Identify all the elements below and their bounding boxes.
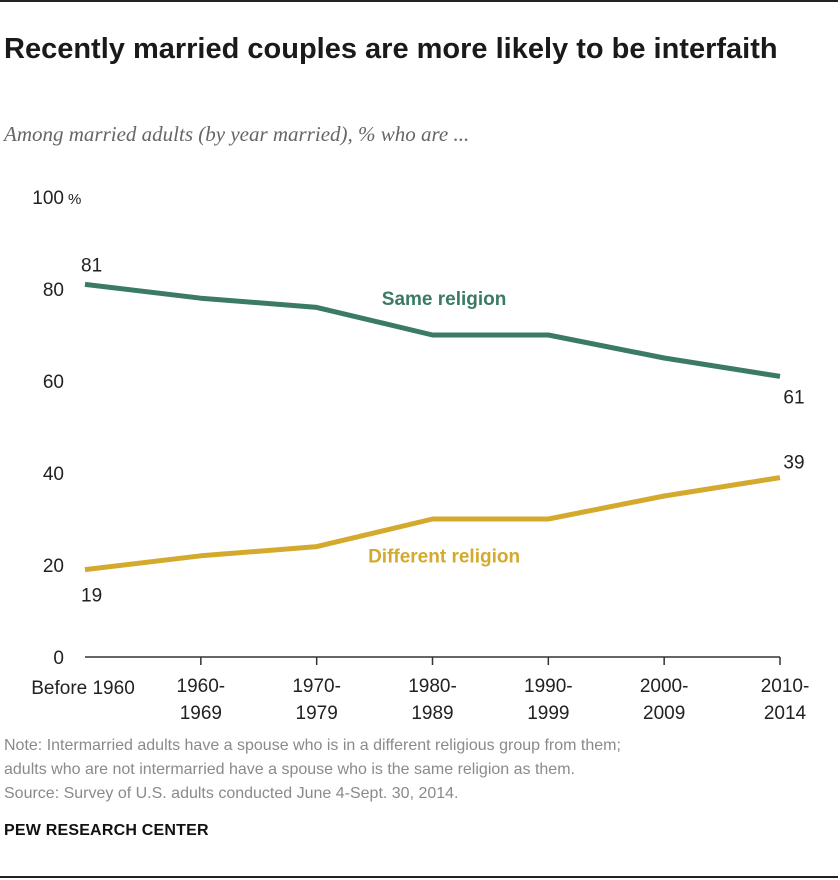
x-tick-label: 1990-1999 xyxy=(524,676,573,724)
brand-name: PEW RESEARCH CENTER xyxy=(4,822,209,839)
x-tick-label: Before 1960 xyxy=(31,678,135,699)
chart-title: Recently married couples are more likely… xyxy=(4,33,778,65)
different-religion-label: Different religion xyxy=(368,547,520,568)
data-label: 19 xyxy=(81,586,102,607)
same-religion-label: Same religion xyxy=(382,289,507,310)
chart-note: Note: Intermarried adults have a spouse … xyxy=(4,734,824,806)
bottom-rule xyxy=(0,876,838,878)
y-axis: 0 20 40 60 80 100% xyxy=(32,188,81,669)
source-line: Source: Survey of U.S. adults conducted … xyxy=(4,785,459,802)
y-tick-label: 60 xyxy=(43,372,64,393)
y-tick-label: 0 xyxy=(53,648,64,669)
x-tick-label: 2000-2009 xyxy=(640,676,689,724)
note-line-1: Note: Intermarried adults have a spouse … xyxy=(4,737,621,754)
x-tick-label: 1970-1979 xyxy=(292,676,341,724)
x-tick-label: 1980-1989 xyxy=(408,676,457,724)
different-religion-line xyxy=(84,475,781,573)
x-tick-label: 2010-2014 xyxy=(761,676,810,724)
data-labels: 81 61 19 39 xyxy=(81,255,805,606)
x-axis-ticks: Before 1960 1960-1969 1970-1979 1980-1989 19… xyxy=(31,657,809,724)
data-label: 81 xyxy=(81,255,102,276)
x-tick-label: 1960-1969 xyxy=(177,676,226,724)
series-lines xyxy=(84,281,781,573)
same-religion-line xyxy=(84,281,781,379)
y-tick-label: 40 xyxy=(43,464,64,485)
series-labels: Same religion Different religion xyxy=(368,289,520,568)
data-label: 61 xyxy=(783,387,804,408)
y-unit-label: % xyxy=(68,191,81,208)
top-rule xyxy=(0,0,838,2)
data-label: 39 xyxy=(783,453,804,474)
y-tick-label: 20 xyxy=(43,556,64,577)
y-tick-label: 80 xyxy=(43,280,64,301)
line-chart: 0 20 40 60 80 100% Before 1960 1960-1969 1970-1… xyxy=(31,188,809,724)
y-tick-label: 100 xyxy=(32,188,64,209)
note-line-2: adults who are not intermarried have a s… xyxy=(4,761,575,778)
chart-subtitle: Among married adults (by year married), … xyxy=(4,122,470,146)
